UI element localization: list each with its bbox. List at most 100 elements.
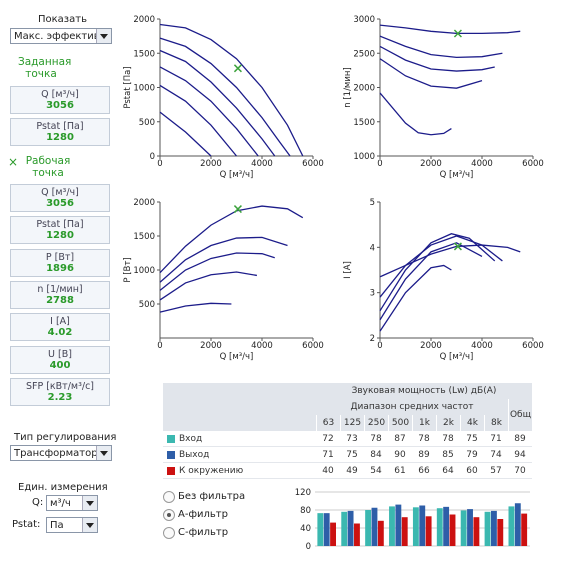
bar [317,513,324,546]
bar [341,511,348,546]
curve [379,45,495,72]
value-box: Pstat [Па] 1280 [10,118,110,146]
show-value: Макс. эффективн [14,31,107,42]
unit-select[interactable]: Па [46,517,98,533]
unit-value: м³/ч [50,498,71,509]
cell: 75 [466,434,478,444]
value-box: P [Вт] 1896 [10,249,110,277]
y-tick-label: 4 [370,243,375,253]
field-label: I [A] [50,316,70,327]
y-tick-label: 40 [300,524,311,534]
bar [521,513,528,546]
x-axis-label: Q [м³/ч] [440,170,474,180]
y-tick-label: 500 [139,118,155,128]
curve [159,84,238,157]
field-label: n [1/мин] [37,284,83,295]
y-axis-label: Pstat [Па] [123,66,133,108]
band-header: 125 [340,415,364,431]
table-title: Звуковая мощность (Lw) дБ(A) [351,386,497,396]
cell: 60 [466,466,478,476]
bar [467,509,473,546]
cell-total: 89 [514,434,526,444]
row-bg [163,447,532,463]
field-value: 2788 [46,295,74,306]
row-bg [163,463,532,479]
unit-select[interactable]: м³/ч [46,495,98,511]
control-label: Тип регулирования [14,432,117,443]
value-box: I [A] 4.02 [10,313,110,341]
y-tick-label: 3 [370,289,375,299]
x-axis-label: Q [м³/ч] [220,352,254,362]
radio[interactable] [163,527,175,539]
cell-total: 94 [514,450,526,460]
curve [159,66,259,157]
show-label: Показать [38,14,87,25]
field-value: 3056 [46,198,74,209]
curve [159,252,275,291]
curve [159,37,291,157]
field-label: U [В] [48,349,72,360]
y-tick-label: 2500 [353,49,375,59]
x-tick-label: 0 [157,159,162,169]
cell: 87 [394,434,406,444]
cell: 64 [442,466,454,476]
band-header: 1k [412,415,436,431]
cell: 54 [370,466,382,476]
cell: 84 [370,450,382,460]
bar [330,522,336,546]
x-tick-label: 6000 [302,159,324,169]
radio[interactable] [163,491,175,503]
cell: 49 [346,466,358,476]
field-value: 2.23 [47,392,73,403]
show-select[interactable]: Макс. эффективн [10,28,112,44]
cell-total: 70 [514,466,526,476]
value-box: U [В] 400 [10,346,110,374]
bar [323,513,330,546]
control-select[interactable]: Трансформатор [10,445,112,461]
radio[interactable] [163,509,175,521]
value-box: n [1/мин] 2788 [10,281,110,309]
bar [460,510,467,546]
x-tick-label: 2000 [200,159,222,169]
curve [379,235,503,298]
y-axis-label: n [1/мин] [343,67,353,108]
curve [379,35,503,59]
y-axis-label: P [Вт] [123,257,133,282]
y-tick-label: 2000 [133,15,155,25]
y-tick-label: 0 [306,542,311,552]
operating-point [233,205,242,214]
y-tick-label: 80 [300,506,311,516]
y-tick-label: 3000 [353,15,375,25]
radio-label: А-фильтр [178,509,228,520]
curve [159,271,258,301]
curve [379,233,496,312]
bar [497,519,504,546]
band-header: 63 [316,415,340,431]
field-value: 1896 [46,263,74,274]
cell: 74 [490,450,502,460]
x-tick-label: 2000 [200,341,222,351]
y-tick-label: 1500 [133,49,155,59]
field-label: Pstat [Па] [36,121,84,132]
cell: 78 [442,434,454,444]
field-value: 400 [49,360,71,371]
band-header: 250 [364,415,388,431]
row-name: Выход [179,450,210,460]
y-tick-label: 1000 [353,152,375,162]
y-tick-label: 2 [370,334,375,344]
legend-swatch [167,435,175,443]
cell: 66 [418,466,430,476]
cell: 40 [322,466,334,476]
x-tick-label: 4000 [471,341,493,351]
legend-swatch [167,467,175,475]
cell: 57 [490,466,502,476]
operating-point [233,64,242,73]
work-point-icon: × [8,155,19,169]
radio-label: Без фильтра [178,491,246,502]
field-value: 3056 [46,100,74,111]
band-header: 8k [484,415,508,431]
field-label: Q [м³/ч] [41,187,79,198]
row-name: К окружению [179,466,244,476]
